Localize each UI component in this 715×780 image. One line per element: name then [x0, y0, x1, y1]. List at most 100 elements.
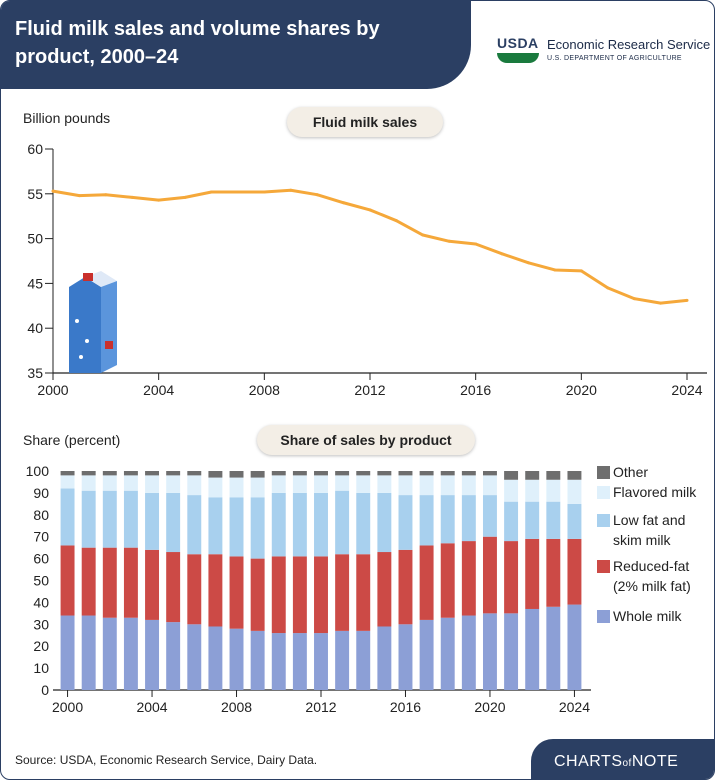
bar-segment — [102, 471, 117, 476]
bar-segment — [504, 501, 519, 542]
bar-segment — [102, 490, 117, 548]
line-point — [342, 201, 346, 205]
bar-segment — [546, 479, 561, 502]
bar-segment — [292, 471, 307, 476]
bar-segment — [398, 495, 413, 550]
bar-y-tick-label: 20 — [33, 638, 49, 654]
bar-segment — [102, 547, 117, 618]
agency-name: Economic Research Service — [547, 37, 711, 52]
bar-segment — [567, 604, 582, 690]
bar-segment — [208, 554, 223, 627]
bar-segment — [504, 613, 519, 690]
bar-segment — [461, 615, 476, 690]
legend-swatch — [597, 610, 610, 623]
line-point — [157, 198, 161, 202]
bar-segment — [419, 495, 434, 546]
bar-segment — [314, 492, 328, 557]
header-banner: Fluid milk sales and volume shares by pr… — [1, 1, 471, 89]
bar-segment — [440, 475, 455, 496]
bar-segment — [377, 492, 392, 553]
bar-segment — [377, 626, 392, 690]
bar-segment — [102, 617, 117, 690]
bar-segment — [335, 630, 350, 690]
bar-segment — [145, 492, 160, 550]
bar-segment — [250, 497, 265, 559]
bar-segment — [81, 490, 96, 548]
line-point — [315, 193, 319, 197]
line-y-tick-label: 55 — [27, 186, 43, 202]
bar-segment — [440, 543, 455, 618]
bar-segment — [250, 471, 265, 478]
bar-segment — [271, 492, 286, 557]
line-point — [183, 195, 187, 199]
bar-x-tick-label: 2000 — [52, 699, 83, 715]
legend-swatch — [597, 560, 610, 573]
bar-y-tick-label: 50 — [33, 573, 49, 589]
line-point — [104, 193, 108, 197]
bar-segment — [250, 558, 265, 631]
bar-segment — [60, 545, 75, 616]
bar-segment — [81, 475, 96, 491]
bar-segment — [271, 471, 286, 476]
bar-segment — [525, 479, 540, 502]
line-point — [368, 208, 372, 212]
bar-segment — [419, 545, 434, 620]
bar-segment — [567, 479, 582, 504]
line-x-tick-label: 2000 — [37, 382, 68, 397]
legend-label: Low fat and skim milk — [613, 512, 685, 548]
bar-segment — [123, 490, 138, 548]
bar-segment — [461, 495, 476, 542]
line-point — [579, 269, 583, 273]
bar-segment — [292, 475, 307, 493]
bar-segment — [166, 552, 181, 623]
bar-segment — [356, 630, 371, 690]
bar-segment — [482, 475, 497, 496]
bar-segment — [356, 554, 371, 631]
bar-segment — [166, 622, 181, 690]
bar-segment — [250, 630, 265, 690]
line-point — [527, 261, 530, 265]
bar-segment — [567, 503, 582, 539]
bar-segment — [546, 606, 561, 690]
bar-segment — [525, 471, 540, 480]
line-point — [210, 190, 213, 194]
bar-segment — [208, 497, 223, 555]
line-point — [236, 190, 240, 194]
page-title: Fluid milk sales and volume shares by pr… — [15, 18, 380, 68]
line-point — [262, 190, 266, 194]
bar-segment — [419, 619, 434, 690]
bar-segment — [208, 471, 223, 478]
bar-segment — [440, 471, 455, 476]
bar-segment — [292, 492, 307, 557]
bar-segment — [187, 495, 202, 555]
bar-segment — [504, 541, 519, 614]
bar-segment — [398, 624, 413, 690]
line-point — [685, 298, 689, 302]
bar-segment — [314, 633, 328, 690]
bar-segment — [546, 538, 561, 607]
bar-segment — [81, 615, 96, 690]
bar-segment — [81, 471, 96, 476]
line-point — [500, 252, 504, 256]
bar-segment — [187, 475, 202, 496]
bar-segment — [525, 608, 540, 690]
line-y-tick-label: 45 — [27, 275, 43, 291]
bar-segment — [398, 549, 413, 625]
brand-part-1: CHARTS — [554, 753, 623, 770]
bar-segment — [504, 479, 519, 502]
bar-segment — [314, 471, 328, 476]
bar-segment — [335, 475, 350, 491]
line-chart: Billion pounds 35 40 45 50 55 60 2000 2004 2008 20… — [23, 110, 707, 397]
bar-y-tick-label: 60 — [33, 551, 49, 567]
bar-segment — [123, 471, 138, 476]
bar-segment — [229, 556, 244, 629]
bar-segment — [356, 492, 371, 555]
line-x-tick-label: 2012 — [354, 382, 385, 397]
bar-segment — [187, 554, 202, 625]
bar-segment — [567, 538, 582, 605]
bar-segment — [250, 477, 265, 498]
bar-segment — [440, 495, 455, 544]
line-chart-ylabel: Billion pounds — [23, 110, 110, 126]
line-point — [553, 268, 557, 272]
bar-x-tick-label: 2024 — [559, 699, 590, 715]
